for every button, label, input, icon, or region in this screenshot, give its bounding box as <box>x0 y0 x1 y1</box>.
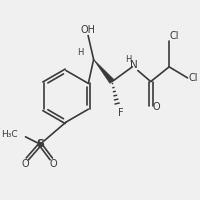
Text: Cl: Cl <box>170 31 179 41</box>
Text: O: O <box>49 159 57 169</box>
Text: O: O <box>22 159 29 169</box>
Polygon shape <box>94 59 114 83</box>
Text: H: H <box>78 48 84 57</box>
Text: O: O <box>152 102 160 112</box>
Text: H: H <box>125 55 132 64</box>
Text: S: S <box>36 139 44 149</box>
Text: H₃C: H₃C <box>1 130 18 139</box>
Text: N: N <box>130 60 138 70</box>
Text: OH: OH <box>81 25 96 35</box>
Text: Cl: Cl <box>188 73 198 83</box>
Text: F: F <box>118 108 124 118</box>
